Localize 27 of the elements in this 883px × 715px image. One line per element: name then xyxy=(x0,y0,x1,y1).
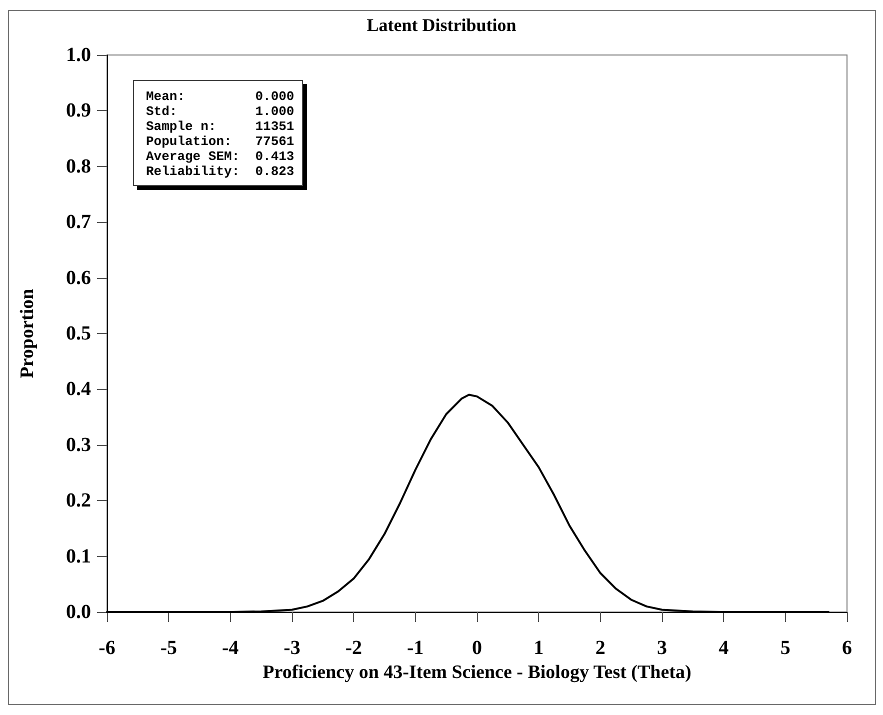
x-tick-label: -6 xyxy=(98,637,116,659)
x-tick-label: 0 xyxy=(472,637,482,659)
x-tick-label: 3 xyxy=(657,637,667,659)
x-tick-label: -2 xyxy=(345,637,362,659)
x-tick-label: -1 xyxy=(406,637,424,659)
x-tick-label: 6 xyxy=(842,637,852,659)
y-tick-label: 0.0 xyxy=(66,601,91,623)
y-tick-label: 0.4 xyxy=(66,378,91,400)
y-axis-title: Proportion xyxy=(17,288,38,378)
x-tick-label: 2 xyxy=(595,637,606,659)
y-tick-label: 0.8 xyxy=(66,155,91,178)
chart-title: Latent Distribution xyxy=(366,15,516,35)
y-tick-label: 0.5 xyxy=(66,322,91,344)
y-tick-label: 0.9 xyxy=(66,100,91,122)
x-tick-label: 5 xyxy=(780,637,790,659)
x-tick-label: 1 xyxy=(534,637,544,659)
y-tick-label: 0.1 xyxy=(66,545,91,568)
y-tick-label: 0.6 xyxy=(66,266,91,289)
x-tick-label: 4 xyxy=(718,637,729,659)
x-tick-label: -4 xyxy=(222,637,239,659)
y-tick-label: 1.0 xyxy=(66,44,91,66)
y-tick-label: 0.2 xyxy=(66,490,91,512)
y-tick-label: 0.7 xyxy=(66,211,91,234)
x-tick-label: -5 xyxy=(160,637,178,659)
x-tick-label: -3 xyxy=(284,637,300,659)
y-tick-label: 0.3 xyxy=(66,434,91,456)
x-axis-title: Proficiency on 43-Item Science - Biology Test (Theta) xyxy=(262,662,692,683)
